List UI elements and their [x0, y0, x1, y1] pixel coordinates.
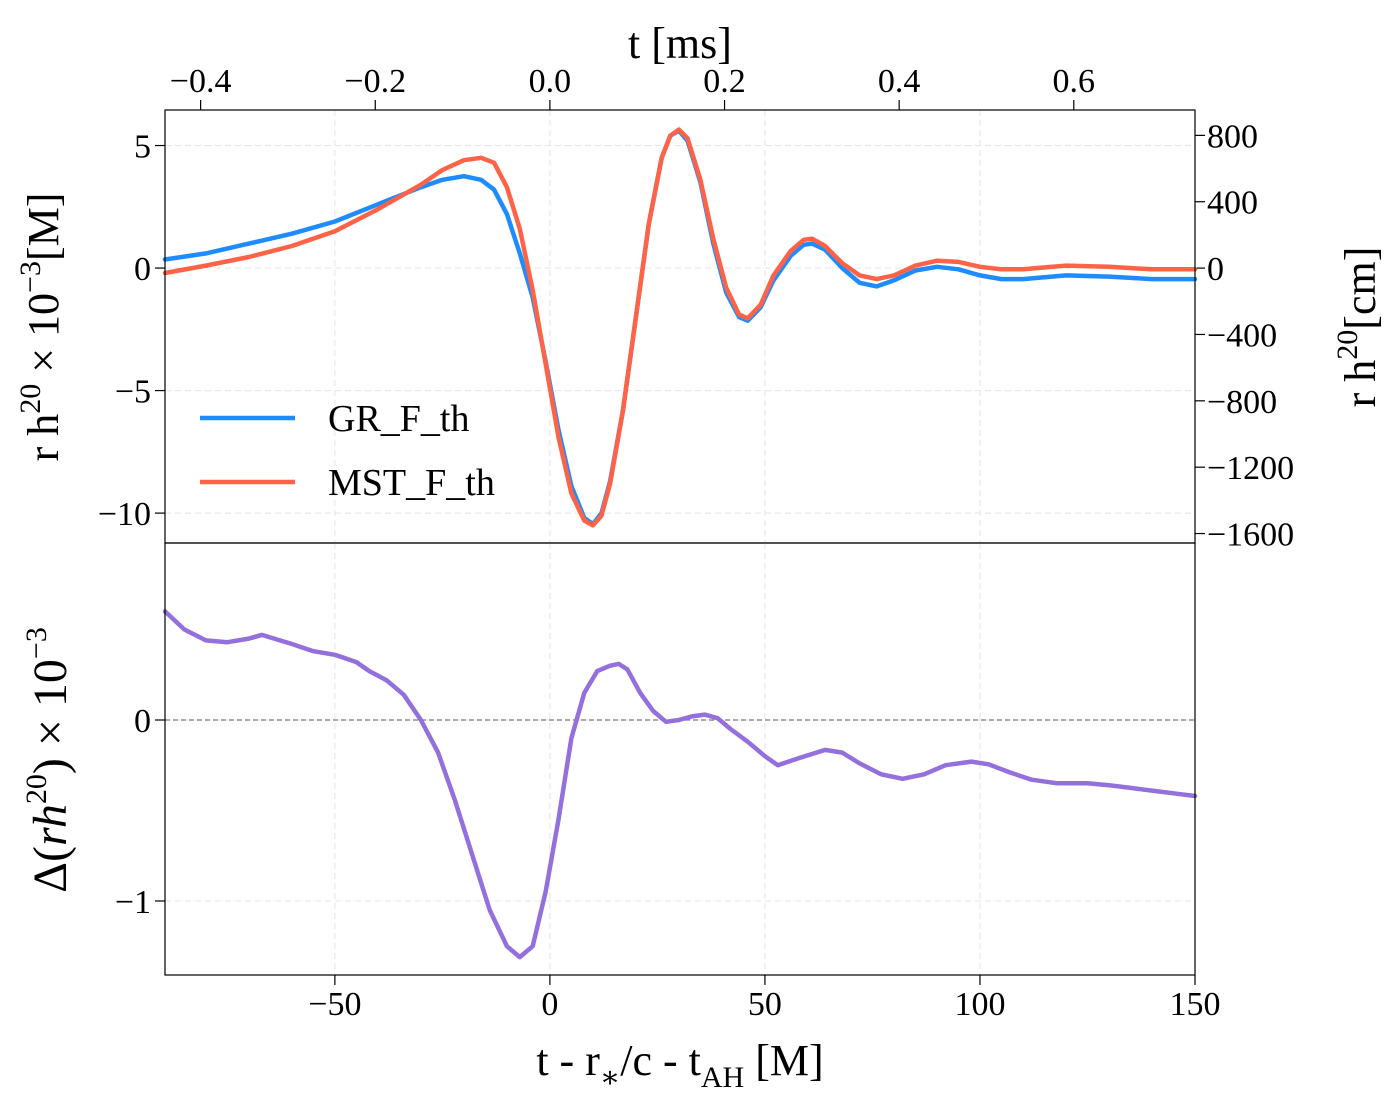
y-axis-label: Δ(rh20) × 10−3 [20, 627, 77, 893]
legend-label: MST_F_th [328, 462, 495, 504]
plot-frame [164, 109, 1196, 544]
y-tick-label: −5 [115, 374, 151, 411]
y2-tick-label: 800 [1207, 118, 1258, 155]
y-axis-label: r h20 × 10−3[M] [14, 193, 68, 462]
y2-tick-label: 0 [1207, 251, 1224, 288]
y2-axis-label: r h20[cm] [1331, 247, 1385, 408]
y-tick-label: 0 [134, 251, 151, 288]
label-part: /c - t [620, 1036, 701, 1085]
x2-tick-label: 0.2 [703, 63, 746, 100]
label-part: [M] [744, 1036, 823, 1085]
series-line [162, 609, 1198, 960]
x2-tick-label: 0.4 [878, 63, 921, 100]
x2-tick-label: 0.6 [1053, 63, 1096, 100]
series-line [162, 128, 1198, 527]
label-part: [cm] [1336, 247, 1385, 330]
y-tick-label: −1 [115, 884, 151, 921]
y-tick-label: 0 [134, 703, 151, 740]
plot-frame [164, 542, 1196, 976]
x2-tick-label: −0.4 [170, 63, 232, 100]
x-tick-label: 0 [541, 986, 558, 1023]
label-sub: ∗ [600, 1061, 620, 1094]
top-axis-label: t [ms] [628, 19, 732, 68]
x2-tick-label: 0.0 [529, 63, 572, 100]
label-part: [M] [19, 193, 68, 261]
y2-tick-label: −800 [1207, 384, 1277, 421]
y2-tick-label: −1600 [1207, 517, 1294, 554]
label-part: rh [24, 804, 77, 846]
label-sup: 20 [1331, 330, 1364, 360]
label-part: Δ( [24, 846, 77, 893]
y2-tick-label: −1200 [1207, 450, 1294, 487]
x-axis-label: t - r∗/c - tAH [M] [536, 1036, 823, 1094]
y-tick-label: 5 [134, 129, 151, 166]
label-part: ) × 10 [24, 659, 77, 774]
y-tick-label: −10 [98, 496, 151, 533]
x-tick-label: 150 [1170, 986, 1221, 1023]
label-part: t - r [536, 1036, 600, 1085]
legend-label: GR_F_th [328, 398, 469, 440]
y2-tick-label: 400 [1207, 185, 1258, 222]
label-part: r h [19, 414, 68, 462]
label-sup: 20 [20, 774, 53, 804]
label-part: r h [1336, 360, 1385, 408]
label-sub: AH [701, 1061, 744, 1094]
series-line [162, 127, 1198, 528]
x-tick-label: 100 [954, 986, 1005, 1023]
y2-tick-label: −400 [1207, 317, 1277, 354]
x-tick-label: 50 [748, 986, 782, 1023]
x2-tick-label: −0.2 [344, 63, 406, 100]
label-part: × 10 [19, 293, 68, 384]
label-sup: 20 [14, 384, 47, 414]
x-tick-label: −50 [308, 986, 361, 1023]
label-sup: −3 [14, 261, 47, 293]
label-sup: −3 [20, 627, 53, 659]
